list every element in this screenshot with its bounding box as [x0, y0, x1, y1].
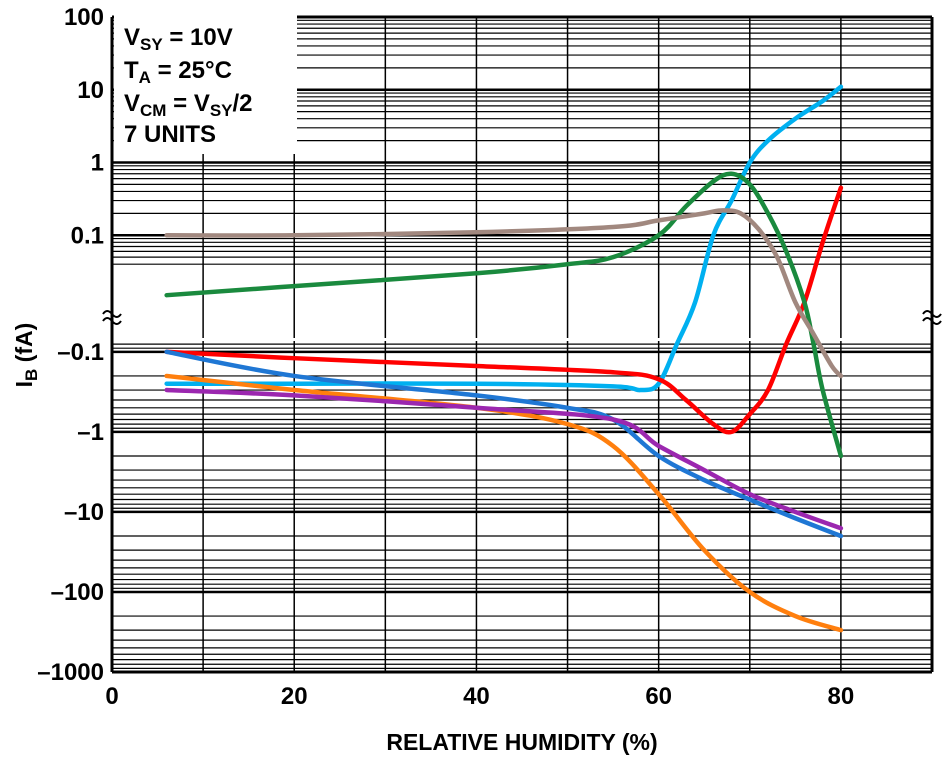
series-line-1 — [164, 84, 844, 393]
x-axis-title: RELATIVE HUMIDITY (%) — [386, 729, 657, 755]
y-axis-title: IB (fA) — [11, 323, 41, 388]
series-line-2 — [164, 185, 844, 435]
annotation-box: VSY = 10V TA = 25°C VCM = VSY/2 7 UNITS — [114, 14, 297, 154]
y-tick-label: –10 — [64, 499, 104, 526]
x-tick-label: 0 — [105, 683, 118, 710]
series-line-5 — [164, 373, 844, 633]
chart-series — [164, 84, 844, 633]
y-tick-label: 0.1 — [71, 222, 104, 249]
series-line-7 — [164, 387, 844, 531]
series-line-3 — [164, 171, 844, 459]
y-tick-label: –100 — [51, 579, 104, 606]
note-vcm: VCM = VSY/2 — [124, 90, 253, 120]
y-tick-label: 100 — [64, 4, 104, 31]
y-tick-label: –1000 — [37, 659, 104, 686]
y-tick-label: –0.1 — [57, 339, 104, 366]
y-tick-label: 10 — [77, 77, 104, 104]
note-ta: TA = 25°C — [124, 57, 232, 87]
x-tick-label: 80 — [828, 683, 855, 710]
series-line-4 — [164, 208, 844, 379]
x-tick-label: 40 — [463, 683, 490, 710]
y-tick-label: –1 — [77, 419, 104, 446]
y-tick-label: 1 — [91, 150, 104, 177]
x-tick-label: 20 — [281, 683, 308, 710]
note-units: 7 UNITS — [124, 121, 216, 148]
tick-labels: 0 20 40 60 80 100 10 1 0.1 –0.1 –1 –10 –100 –1000 — [37, 4, 854, 710]
x-tick-label: 60 — [645, 683, 672, 710]
note-vsy: VSY = 10V — [124, 24, 233, 54]
